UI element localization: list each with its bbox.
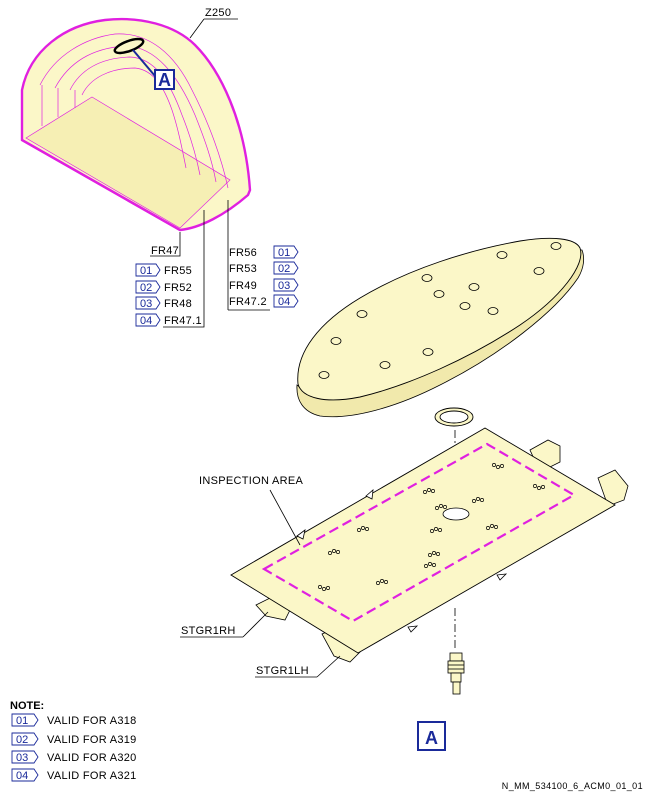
note-text: VALID FOR A321 [47, 770, 137, 782]
stringer-lh-label: STGR1LH [256, 665, 309, 677]
frame-tag: 03 [140, 298, 152, 310]
fastener-marks [318, 463, 545, 591]
frame-label-fr47: FR47 [151, 245, 179, 257]
note-item: 04 VALID FOR A321 [11, 768, 137, 782]
detail-title-a-text: A [425, 728, 438, 748]
fuselage-section [20, 17, 252, 232]
inspection-area-boundary [261, 442, 577, 623]
stringer-lh-label-group: STGR1LH [255, 655, 341, 678]
note-tag: 03 [16, 752, 28, 764]
stringer-rh-label-group: STGR1RH [180, 611, 269, 638]
detail-callout-a[interactable]: A [154, 69, 175, 90]
frame-label-fr47-1: FR47.1 [164, 315, 202, 327]
detail-title-a: A [417, 721, 446, 751]
frame-leaders [150, 200, 270, 328]
frame-row-fr49: FR49 03 [229, 278, 299, 292]
frame-tag: 01 [140, 265, 152, 277]
frame-label-fr55: FR55 [164, 265, 192, 277]
note-item: 03 VALID FOR A320 [11, 750, 137, 764]
zone-label-group: Z250 [189, 7, 238, 39]
note-text: VALID FOR A318 [47, 715, 137, 727]
frame-row-fr53: FR53 02 [229, 261, 299, 275]
zone-label: Z250 [205, 7, 231, 19]
frame-label-fr48: FR48 [164, 298, 192, 310]
note-text: VALID FOR A319 [47, 734, 137, 746]
note-block: NOTE: 01 VALID FOR A318 02 VALID FOR A31… [10, 700, 137, 782]
frame-tag: 02 [278, 263, 290, 275]
frame-tag: 03 [278, 280, 290, 292]
coax-connector [447, 652, 465, 695]
antenna-mounting-hole [442, 507, 470, 521]
frame-tag: 04 [278, 296, 290, 308]
frame-label-fr52: FR52 [164, 282, 192, 294]
inspection-area-label-group: INSPECTION AREA [199, 475, 303, 546]
note-item: 02 VALID FOR A319 [11, 732, 137, 746]
antenna-location-mark [113, 37, 145, 55]
note-tag: 01 [16, 715, 28, 727]
frame-label-fr47-2: FR47.2 [229, 296, 267, 308]
frame-row-fr55: 01 FR55 [135, 263, 192, 277]
frame-label-fr49: FR49 [229, 280, 257, 292]
frame-tag: 02 [140, 282, 152, 294]
note-title: NOTE: [10, 700, 44, 712]
antenna-body [296, 237, 585, 418]
stringer-rh-label: STGR1RH [181, 625, 236, 637]
antenna-bolt-holes [318, 242, 562, 379]
frame-label-fr56: FR56 [229, 247, 257, 259]
o-ring-seal [434, 407, 474, 427]
frame-row-fr52: 02 FR52 [135, 280, 192, 294]
frame-row-fr48: 03 FR48 [135, 296, 192, 310]
detail-callout-a-text: A [158, 70, 171, 90]
note-tag: 02 [16, 734, 28, 746]
note-text: VALID FOR A320 [47, 752, 137, 764]
frame-row-fr47-2: FR47.2 04 [229, 294, 299, 308]
frame-row-fr56: FR56 01 [229, 245, 299, 259]
frame-label-fr53: FR53 [229, 263, 257, 275]
frame-tag: 04 [140, 315, 152, 327]
frame-labels-right: FR56 01 FR53 02 FR49 03 FR47.2 04 [229, 245, 299, 308]
note-item: 01 VALID FOR A318 [11, 713, 137, 727]
inspection-area-label: INSPECTION AREA [199, 475, 303, 487]
skin-panel [230, 427, 616, 654]
frame-row-fr47-1: 04 FR47.1 [135, 313, 202, 327]
note-tag: 04 [16, 770, 28, 782]
frame-labels-left: FR47 01 FR55 02 FR52 03 FR48 04 FR47.1 [135, 245, 202, 327]
document-id: N_MM_534100_6_ACM0_01_01 [502, 781, 643, 791]
frame-tag: 01 [278, 247, 290, 259]
